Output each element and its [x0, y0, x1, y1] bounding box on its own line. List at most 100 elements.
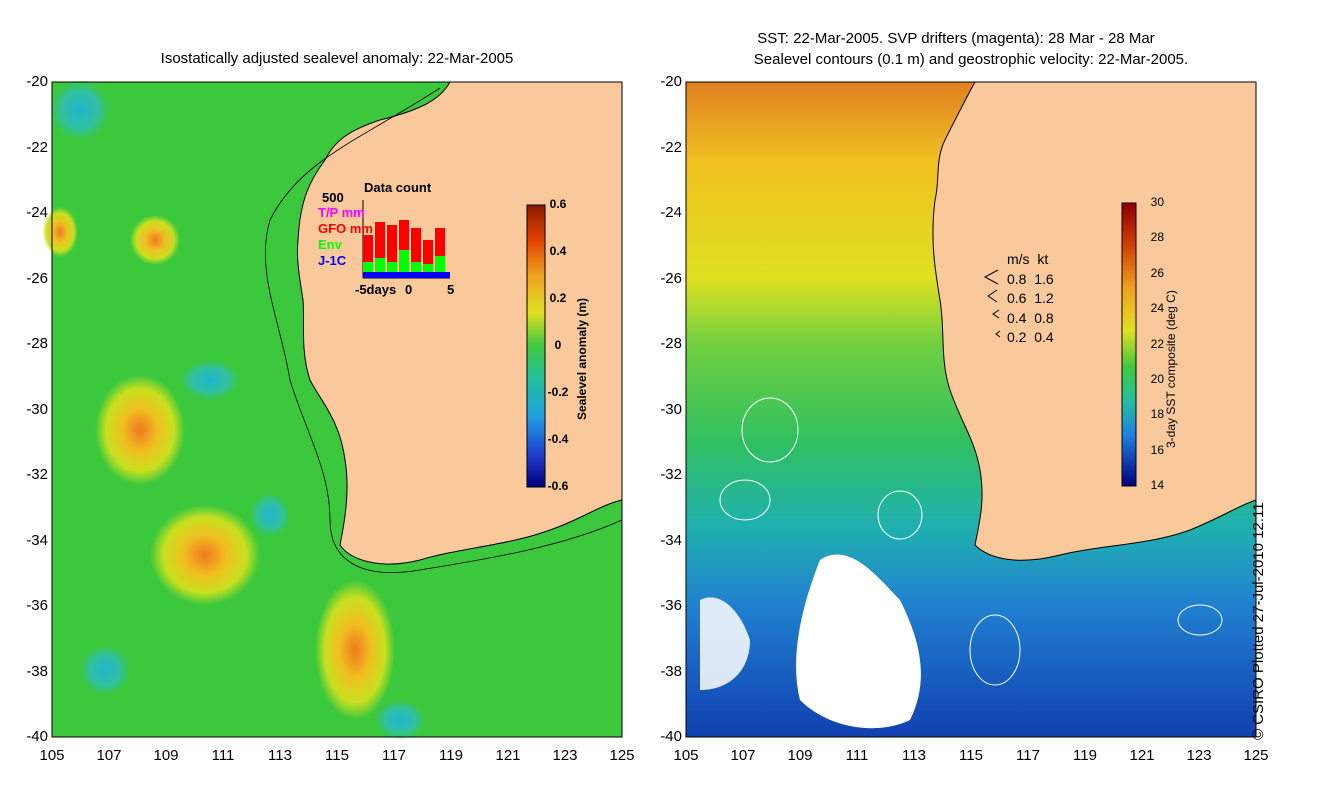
velocity-ms: 0.8	[1007, 270, 1027, 287]
left-y-tick: -36	[26, 597, 48, 614]
sst-colorbar-tick: 24	[1150, 301, 1164, 316]
left-x-tick: 105	[39, 747, 65, 764]
left-y-tick: -24	[26, 204, 48, 221]
sst-sealevel-contour	[719, 479, 771, 521]
sla-colorbar-tick: 0.2	[549, 291, 567, 305]
left-x-tick: 125	[609, 747, 635, 764]
sla-anomaly-cell	[50, 80, 110, 140]
inset-x-tick: 0	[405, 282, 413, 297]
sla-colorbar-tick: 0.4	[549, 244, 567, 258]
velocity-header-kt: kt	[1037, 251, 1049, 267]
right-y-tick: -38	[660, 662, 682, 680]
data-count-inset	[362, 200, 450, 279]
sst-colorbar-tick: 16	[1150, 442, 1164, 457]
sla-colorbar-tick: -0.2	[547, 385, 569, 399]
right-y-tick: -40	[660, 728, 682, 745]
right-x-tick: 111	[845, 747, 869, 764]
velocity-ms: 0.6	[1007, 290, 1027, 306]
sla-anomaly-cell	[250, 493, 290, 537]
right-y-tick: -30	[660, 400, 682, 418]
sla-anomaly-cell	[180, 360, 240, 400]
left-x-tick: 113	[268, 747, 292, 764]
left-x-tick: 107	[96, 747, 122, 764]
sla-anomaly-cell	[80, 645, 130, 695]
sla-anomaly-cell	[150, 505, 260, 605]
credit-text: © CSIRO Plotted 27-Jul-2010 12:11	[1250, 502, 1267, 740]
right-map-title-line1: SST: 22-Mar-2005. SVP drifters (magenta)…	[757, 30, 1155, 47]
right-y-tick: -22	[660, 138, 682, 156]
left-x-tick: 121	[495, 747, 521, 764]
sst-colorbar-tick: 20	[1150, 371, 1164, 386]
inset-legend: T/P mm GFO mm Env J-1C	[318, 205, 373, 269]
inset-legend-item: J-1C	[318, 253, 347, 268]
sst-colorbar-tick: 22	[1150, 336, 1164, 351]
left-y-tick: -28	[26, 335, 48, 352]
sst-colorbar	[1121, 202, 1137, 487]
velocity-legend: m/s kt 0.8 1.6 0.6 1.2 0.4 0.8 0.2 0.4	[1007, 250, 1054, 348]
sla-anomaly-cell	[375, 700, 425, 740]
left-y-tick: -38	[26, 662, 48, 680]
left-x-tick: 115	[325, 747, 349, 764]
right-y-tick: -36	[660, 597, 682, 614]
sla-anomaly-cell	[130, 215, 180, 265]
inset-ymax: 500	[322, 190, 344, 205]
right-y-tick: -34	[660, 531, 682, 549]
sst-land-australia	[932, 81, 1257, 561]
right-x-tick: 125	[1243, 747, 1269, 764]
sst-cloud-mask	[796, 554, 921, 729]
sst-sealevel-contour	[1177, 604, 1223, 636]
velocity-legend-row: 0.6 1.2	[1007, 289, 1054, 309]
inset-title: Data count	[364, 180, 432, 195]
right-y-tick: -32	[660, 466, 682, 483]
velocity-header-ms: m/s	[1007, 251, 1030, 267]
inset-legend-item: GFO mm	[318, 221, 373, 236]
right-x-tick: 119	[1073, 747, 1097, 764]
velocity-legend-row: 0.2 0.4	[1007, 328, 1054, 348]
left-x-tick: 117	[382, 747, 406, 764]
right-y-tick: -24	[660, 204, 682, 221]
velocity-kt: 0.4	[1034, 329, 1054, 345]
velocity-legend-row: 0.8 1.6	[1007, 270, 1054, 290]
left-y-tick: -20	[26, 73, 48, 90]
left-x-tick: 111	[211, 747, 235, 764]
sst-colorbar-tick: 26	[1150, 265, 1164, 280]
right-map-title-line2: Sealevel contours (0.1 m) and geostrophi…	[753, 51, 1189, 68]
sla-colorbar-tick: 0	[554, 338, 562, 352]
velocity-kt: 1.2	[1034, 290, 1054, 306]
right-x-tick: 113	[902, 747, 926, 764]
left-y-tick: -32	[26, 466, 48, 483]
sst-colorbar-label: 3-day SST composite (deg C)	[1164, 290, 1178, 448]
inset-x-tick: 5	[447, 282, 455, 297]
sst-sealevel-contour	[969, 614, 1021, 686]
left-y-tick: -30	[26, 400, 48, 418]
sst-colorbar-tick: 14	[1150, 478, 1164, 492]
velocity-legend-row: 0.4 0.8	[1007, 309, 1054, 329]
left-y-tick: -26	[26, 269, 48, 287]
sla-map-frame	[51, 81, 623, 738]
left-x-tick: 123	[552, 747, 578, 764]
sla-shelf-line	[264, 87, 623, 573]
right-x-tick: 107	[730, 747, 756, 764]
sla-colorbar	[526, 204, 546, 488]
velocity-ms: 0.4	[1007, 309, 1027, 326]
right-x-tick: 115	[959, 747, 983, 764]
left-y-tick: -22	[26, 138, 48, 156]
inset-legend-item: T/P mm	[318, 205, 365, 220]
sst-colorbar-tick: 18	[1150, 407, 1164, 422]
inset-legend-item: Env	[318, 237, 342, 252]
left-x-tick: 119	[439, 747, 463, 764]
sla-anomaly-cell	[95, 375, 185, 485]
sst-colorbar-tick: 28	[1150, 230, 1164, 245]
right-y-tick: -26	[660, 269, 682, 287]
velocity-kt: 1.6	[1034, 270, 1054, 287]
sst-cloud-mask	[700, 597, 750, 690]
right-x-tick: 123	[1186, 747, 1212, 764]
left-x-tick: 109	[153, 747, 179, 764]
left-y-tick: -34	[26, 531, 48, 549]
sla-colorbar-label: Sealevel anomaly (m)	[575, 297, 589, 420]
left-map-title: Isostatically adjusted sealevel anomaly:…	[160, 50, 514, 67]
velocity-ms: 0.2	[1007, 329, 1027, 345]
right-y-tick: -20	[660, 73, 682, 90]
sst-colorbar-tick: 30	[1150, 195, 1164, 209]
